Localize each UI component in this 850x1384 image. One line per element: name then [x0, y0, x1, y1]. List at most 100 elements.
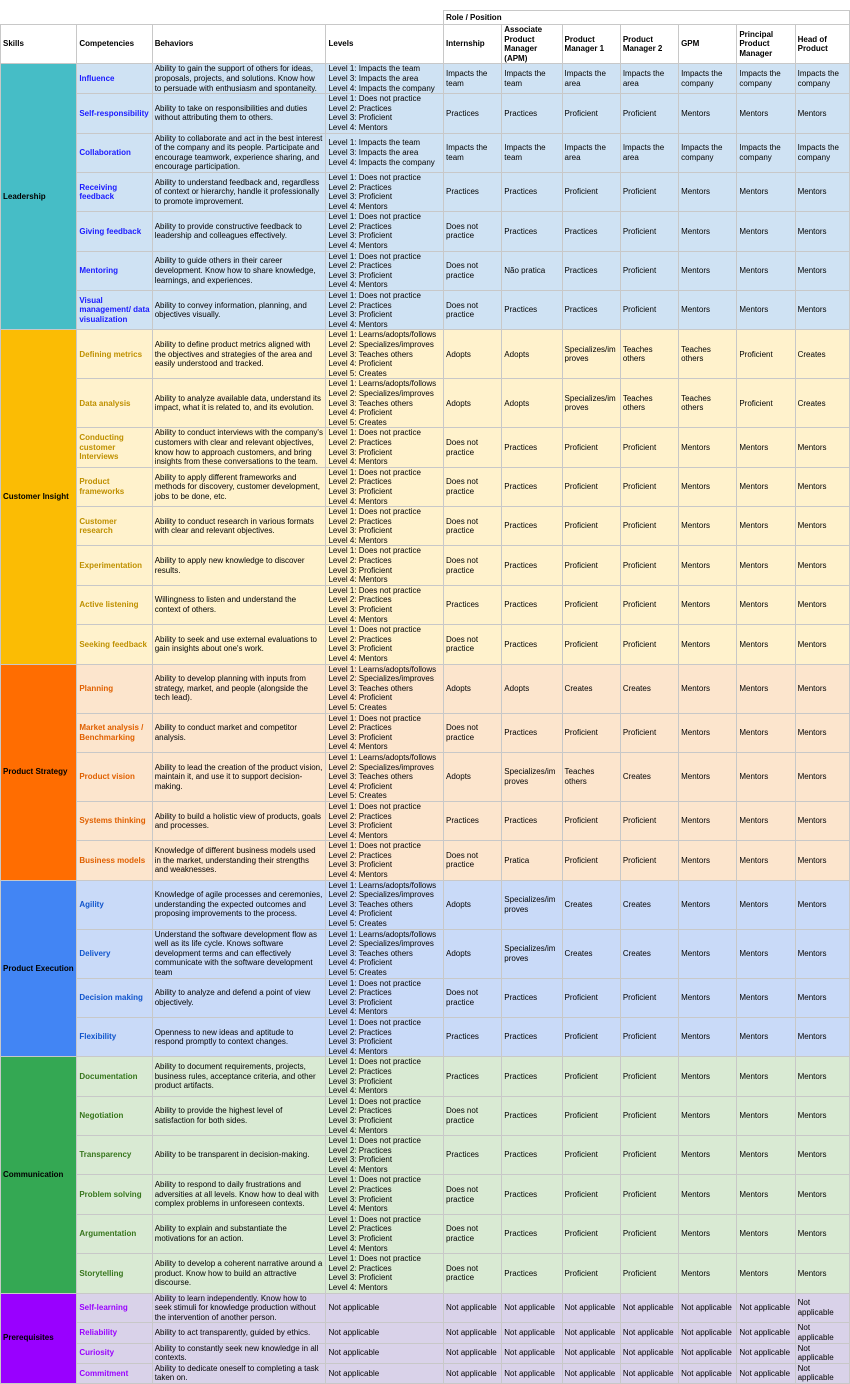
- role-level: Mentors: [678, 93, 738, 134]
- level-line: Level 4: Mentors: [328, 1243, 388, 1253]
- role-level: Impacts the team: [501, 132, 563, 173]
- levels: Level 1: Does not practice Level 2: Pract…: [325, 1253, 445, 1294]
- role-level: Mentors: [678, 624, 738, 665]
- role-level: Proficient: [561, 1174, 621, 1215]
- role-level: Does not practice: [443, 250, 503, 292]
- role-level: Not applicable: [794, 1342, 850, 1364]
- role-level: Creates: [561, 928, 621, 979]
- level-line: Level 4: Impacts the company: [328, 83, 435, 93]
- level-line: Level 1: Learns/adopts/follows: [328, 880, 437, 890]
- competency: Agility: [76, 879, 153, 930]
- levels: Level 1: Does not practice Level 2: Pract…: [325, 624, 445, 665]
- competency-row: Conducting customer Interviews Ability to…: [0, 427, 850, 468]
- role-level: Mentors: [794, 663, 850, 714]
- header-group-row: Role / Position: [1, 10, 850, 25]
- level-line: Level 5: Creates: [328, 968, 387, 977]
- levels: Level 1: Impacts the team Level 3: Impact…: [325, 132, 445, 173]
- level-line: Level 3: Proficient: [328, 997, 393, 1007]
- level-line: Level 2: Practices: [328, 1106, 392, 1116]
- behavior: Ability to develop planning with inputs …: [151, 663, 327, 714]
- role-level: Impacts the team: [501, 63, 563, 95]
- role-level: Practices: [561, 250, 621, 292]
- level-line: Level 3: Impacts the area: [328, 147, 419, 157]
- role-level: Mentors: [678, 928, 738, 979]
- role-level: Practices: [501, 584, 563, 626]
- level-line: Level 3: Proficient: [328, 1037, 393, 1047]
- level-line: Level 4: Proficient: [328, 781, 393, 791]
- level-line: Level 1: Learns/adopts/follows: [328, 929, 437, 939]
- behavior: Understand the software development flow…: [151, 928, 327, 979]
- role-level: Mentors: [678, 171, 738, 213]
- competency-table: Role / Position Skills Competencies Behavi…: [0, 10, 850, 1384]
- role-level: Creates: [561, 663, 621, 714]
- role-level: Mentors: [678, 1174, 738, 1215]
- level-line: Level 5: Creates: [328, 919, 387, 929]
- behavior: Ability to respond to daily frustrations…: [151, 1174, 327, 1215]
- role-level: Not applicable: [678, 1342, 738, 1364]
- role-level: Mentors: [794, 1174, 850, 1215]
- behavior: Ability to constantly seek new knowledge…: [151, 1342, 327, 1364]
- level-line: Level 1: Does not practice: [328, 1214, 421, 1224]
- column-header: Behaviors: [151, 23, 327, 65]
- role-level: Impacts the company: [736, 63, 796, 95]
- level-line: Level 4: Mentors: [328, 742, 388, 752]
- role-level: Proficient: [561, 584, 621, 626]
- role-level: Practices: [561, 211, 621, 252]
- levels: Not applicable: [325, 1322, 445, 1344]
- role-level: Proficient: [561, 506, 621, 547]
- role-level: Mentors: [678, 977, 738, 1018]
- role-level: Not applicable: [794, 1362, 850, 1384]
- role-level: Mentors: [794, 93, 850, 134]
- role-level: Mentors: [794, 1213, 850, 1255]
- level-line: Level 1: Learns/adopts/follows: [328, 379, 437, 389]
- column-header: Levels: [325, 23, 445, 65]
- role-level: Does not practice: [443, 977, 503, 1018]
- role-level: Practices: [501, 712, 563, 753]
- column-header: GPM: [678, 23, 738, 65]
- levels: Level 1: Learns/adopts/follows Level 2: S…: [325, 879, 445, 930]
- levels: Level 1: Does not practice Level 2: Pract…: [325, 211, 445, 252]
- levels: Level 1: Impacts the team Level 3: Impact…: [325, 63, 445, 95]
- competency-row: Curiosity Ability to constantly seek new …: [0, 1342, 850, 1364]
- level-line: Level 4: Mentors: [328, 1164, 388, 1174]
- header-spacer: [1, 11, 444, 25]
- competency: Curiosity: [76, 1342, 153, 1364]
- role-level: Not applicable: [794, 1292, 850, 1324]
- role-level: Proficient: [619, 545, 680, 586]
- levels: Level 1: Does not practice Level 2: Pract…: [325, 1135, 445, 1176]
- competency-row: Seeking feedback Ability to seek and use …: [0, 624, 850, 665]
- role-level: Does not practice: [443, 840, 503, 881]
- role-level: Creates: [794, 329, 850, 380]
- levels: Level 1: Does not practice Level 2: Pract…: [325, 1174, 445, 1215]
- behavior: Ability to define product metrics aligne…: [151, 329, 327, 380]
- role-level: Mentors: [678, 211, 738, 252]
- level-line: Level 1: Does not practice: [328, 801, 421, 811]
- role-level: Proficient: [561, 1213, 621, 1255]
- role-level: Not applicable: [501, 1322, 563, 1344]
- skill-group: Leadership: [0, 63, 78, 331]
- role-level: Proficient: [619, 712, 680, 753]
- level-line: Level 3: Teaches others: [328, 948, 413, 958]
- role-level: Mentors: [736, 879, 796, 930]
- level-line: Level 2: Specializes/improves: [328, 762, 434, 772]
- role-level: Proficient: [619, 427, 680, 468]
- role-level: Does not practice: [443, 1095, 503, 1137]
- role-level: Practices: [501, 506, 563, 547]
- competency: Product vision: [76, 751, 153, 802]
- role-level: Practices: [501, 1135, 563, 1176]
- behavior: Ability to collaborate and act in the be…: [151, 132, 327, 173]
- behavior: Openness to new ideas and aptitude to re…: [151, 1016, 327, 1058]
- table-body: Leadership Influence Ability to gain the s…: [0, 63, 850, 1384]
- role-level: Proficient: [561, 977, 621, 1018]
- role-level: Practices: [501, 624, 563, 665]
- level-line: Level 1: Does not practice: [328, 172, 421, 182]
- level-line: Level 4: Proficient: [328, 909, 393, 919]
- behavior: Ability to learn independently. Know how…: [151, 1292, 327, 1324]
- role-level: Creates: [619, 751, 680, 802]
- role-level: Mentors: [736, 584, 796, 626]
- competency-row: Flexibility Openness to new ideas and apt…: [0, 1016, 850, 1058]
- role-level: Not applicable: [619, 1342, 680, 1364]
- competency-row: Product Execution Agility Knowledge of agi…: [0, 879, 850, 1058]
- role-level: Mentors: [736, 250, 796, 292]
- role-level: Mentors: [678, 290, 738, 331]
